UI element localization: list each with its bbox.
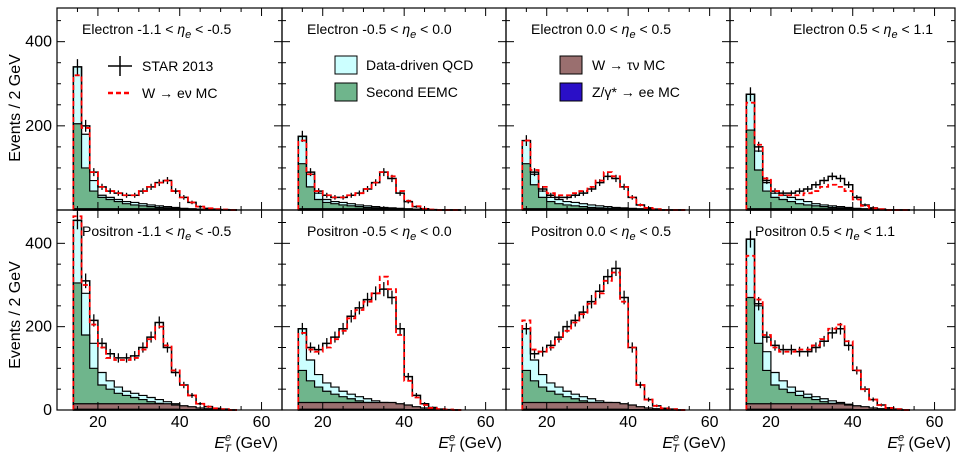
y-tick-label: 200 <box>25 118 52 135</box>
x-tick-label: 40 <box>844 414 862 431</box>
x-tick-label: 40 <box>619 414 637 431</box>
axes-text-layer: Events / 2 GeV Events / 2 GeV 200 400 0 200… <box>7 34 52 419</box>
panel-title: Electron -1.1 < ηe < -0.5 <box>82 21 232 41</box>
w-enu-mc-line <box>72 215 237 411</box>
panel-frame <box>729 7 956 211</box>
panel-title: Positron -0.5 < ηe < 0.0 <box>307 223 452 243</box>
legend-tau-swatch <box>559 55 583 75</box>
x-tick-label: 60 <box>926 414 944 431</box>
x-tick-label: 20 <box>538 414 556 431</box>
panel-1: Electron -1.1 < ηe < -0.5 <box>56 7 283 211</box>
x-tick-label: 40 <box>171 414 189 431</box>
x-axis-title: Ee T (GeV) <box>887 432 951 455</box>
panel-frame <box>505 7 731 211</box>
legend-label-eemc: Second EEMC <box>366 84 458 100</box>
panel-2: Electron -0.5 < ηe < 0.0 <box>281 7 507 211</box>
legend-label-star-2013: STAR 2013 <box>142 58 214 74</box>
y-tick-label: 200 <box>25 319 52 336</box>
panel-title: Electron -0.5 < ηe < 0.0 <box>307 21 452 41</box>
panel-title: Positron 0.0 < ηe < 0.5 <box>531 223 671 243</box>
panel-title: Positron -1.1 < ηe < -0.5 <box>82 223 232 243</box>
legend: STAR 2013 W → eν MC Data-driven QCD Second … <box>108 55 680 102</box>
panel-frame <box>281 7 507 211</box>
second-eemc-histogram <box>72 123 237 211</box>
panel-4: Electron 0.5 < ηe < 1.1 <box>729 7 956 211</box>
w-enu-mc-line <box>521 139 686 211</box>
legend-zee-swatch <box>559 82 583 102</box>
w-enu-mc-line <box>521 271 686 411</box>
x-axis-title: Ee T (GeV) <box>438 432 502 455</box>
panel-title: Positron 0.5 < ηe < 1.1 <box>755 223 895 243</box>
x-axis-title: Ee T (GeV) <box>662 432 726 455</box>
x-tick-label: 60 <box>253 414 271 431</box>
w-enu-mc-line <box>745 101 910 211</box>
legend-label-w-enu: W → eν MC <box>142 85 217 101</box>
legend-label-qcd: Data-driven QCD <box>366 57 473 73</box>
panels-layer: Electron -1.1 < ηe < -0.5 Electron -0.5 <… <box>56 7 956 455</box>
x-tick-label: 20 <box>762 414 780 431</box>
star-data-line <box>745 238 910 411</box>
w-enu-mc-line <box>745 254 910 411</box>
panel-frame <box>729 209 956 411</box>
panel-title: Electron 0.5 < ηe < 1.1 <box>793 21 933 41</box>
legend-qcd-swatch <box>334 55 358 75</box>
y-tick-label: 400 <box>25 235 52 252</box>
x-tick-label: 60 <box>477 414 495 431</box>
w-enu-mc-line <box>297 275 462 411</box>
y-tick-label: 0 <box>43 402 52 419</box>
legend-label-w-taunu: W → τν MC <box>592 57 665 73</box>
w-enu-mc-line <box>72 74 237 211</box>
legend-eemc-swatch <box>334 82 358 102</box>
x-tick-label: 60 <box>701 414 719 431</box>
second-eemc-histogram <box>745 129 910 211</box>
x-tick-label: 20 <box>89 414 107 431</box>
panel-3: Electron 0.0 < ηe < 0.5 <box>505 7 731 211</box>
x-tick-label: 20 <box>314 414 332 431</box>
y-axis-label-top: Events / 2 GeV <box>7 54 24 162</box>
legend-label-z-ee: Z/γ* → ee MC <box>592 84 680 100</box>
w-enu-mc-line <box>297 139 462 211</box>
panel-title: Electron 0.0 < ηe < 0.5 <box>531 21 671 41</box>
y-axis-label-bottom: Events / 2 GeV <box>7 261 24 369</box>
x-tick-label: 40 <box>395 414 413 431</box>
y-tick-label: 400 <box>25 34 52 51</box>
panel-frame <box>56 7 283 211</box>
x-axis-title: Ee T (GeV) <box>214 432 278 455</box>
